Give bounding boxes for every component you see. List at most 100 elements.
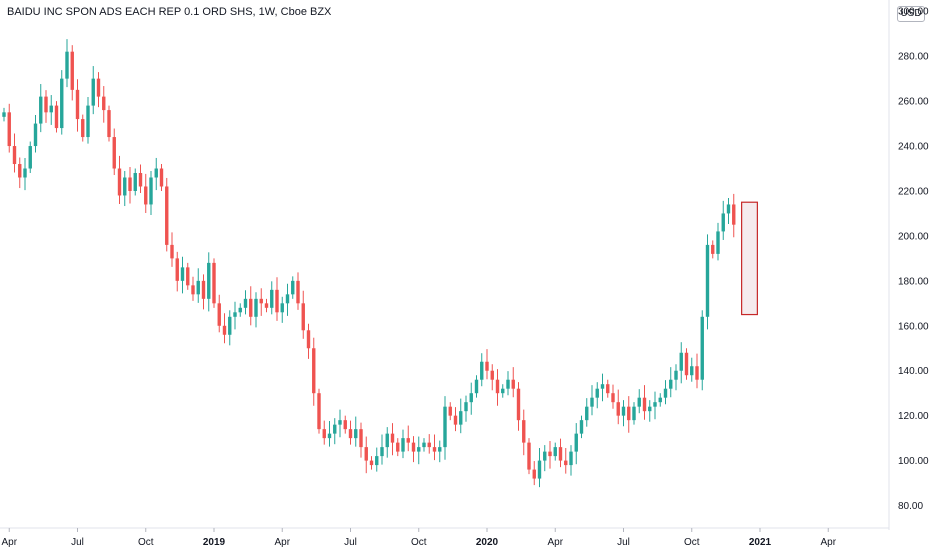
candle-body	[464, 402, 468, 412]
candle-body	[527, 442, 531, 470]
candle-body	[711, 244, 715, 254]
candle-body	[285, 294, 290, 304]
candle-body	[86, 105, 90, 138]
candle-body	[469, 393, 473, 403]
candle-body	[432, 447, 437, 452]
candle-body	[44, 96, 48, 113]
x-tick-label: Jul	[344, 537, 357, 548]
candle-body	[621, 406, 626, 416]
candle-body	[396, 442, 400, 452]
y-tick-label: 280.00	[898, 52, 929, 63]
candle-body	[296, 280, 300, 304]
candle-body	[490, 370, 494, 380]
candle-body	[259, 298, 263, 304]
candle-body	[690, 366, 694, 376]
candle-body	[390, 433, 395, 443]
y-tick-label: 300.00	[898, 7, 929, 18]
candle-body	[548, 451, 552, 457]
candle-body	[385, 433, 389, 448]
candle-body	[270, 289, 274, 308]
x-tick-label: 2021	[749, 537, 772, 548]
candle-body	[165, 186, 169, 245]
candle-body	[138, 173, 143, 187]
candle-body	[191, 285, 195, 295]
candle-body	[75, 89, 80, 120]
candle-body	[343, 420, 347, 430]
candle-body	[144, 186, 148, 205]
candle-body	[380, 447, 384, 457]
candle-body	[732, 204, 736, 225]
candle-body	[275, 289, 279, 313]
candle-body	[642, 397, 647, 412]
candle-body	[411, 442, 416, 452]
candle-body	[438, 447, 442, 452]
candle-body	[91, 78, 95, 106]
candle-body	[348, 429, 353, 439]
candle-body	[18, 164, 22, 178]
candle-body	[606, 384, 610, 394]
x-tick-label: Oct	[684, 537, 700, 548]
candle-body	[159, 168, 164, 187]
candle-body	[511, 379, 515, 389]
candle-body	[474, 379, 479, 394]
y-tick-label: 120.00	[898, 411, 929, 422]
candle-body	[117, 168, 122, 196]
candle-body	[102, 96, 106, 111]
x-tick-label: Apr	[547, 537, 563, 548]
candle-body	[480, 361, 484, 380]
candle-body	[107, 110, 111, 138]
candle-body	[369, 460, 374, 466]
currency-badge[interactable]: USD	[897, 6, 925, 22]
candle-body	[49, 105, 53, 113]
candle-body	[716, 231, 720, 254]
y-tick-label: 200.00	[898, 231, 929, 242]
candle-body	[65, 51, 69, 79]
candle-body	[705, 244, 710, 317]
candle-body	[54, 105, 59, 129]
candle-body	[417, 447, 421, 452]
candle-body	[443, 406, 447, 448]
candle-body	[726, 204, 731, 214]
candle-body	[401, 438, 405, 452]
candle-body	[280, 303, 284, 313]
candle-body	[506, 379, 510, 389]
candle-body	[422, 442, 426, 448]
y-tick-label: 80.00	[898, 501, 923, 512]
candle-body	[338, 420, 342, 425]
x-tick-label: Oct	[411, 537, 427, 548]
candle-body	[653, 402, 657, 407]
candle-body	[7, 112, 11, 147]
candle-body	[317, 393, 321, 430]
candle-body	[406, 438, 410, 443]
candle-body	[175, 258, 179, 281]
candle-body	[721, 213, 725, 232]
candle-body	[149, 177, 153, 205]
candle-body	[23, 168, 27, 178]
candle-body	[133, 173, 137, 191]
candle-body	[632, 406, 636, 421]
candle-body	[96, 78, 101, 97]
candle-body	[658, 397, 662, 403]
candle-body	[254, 298, 258, 317]
candle-body	[217, 303, 221, 326]
candle-body	[585, 406, 589, 421]
candle-body	[128, 177, 132, 191]
price-axis[interactable]: 300.00 280.00 260.00 240.00 220.00 200.00 180.…	[898, 7, 929, 512]
candle-body	[207, 262, 211, 299]
y-tick-label: 220.00	[898, 186, 929, 197]
candle-body	[333, 424, 337, 434]
time-axis[interactable]: Apr Jul Oct 2019 Apr Jul Oct 2020 Apr Jul Oct 2021 A…	[1, 528, 837, 548]
candle-body	[249, 298, 253, 317]
candle-body	[684, 352, 689, 376]
candle-body	[364, 447, 368, 461]
candle-body	[291, 280, 295, 295]
candle-body	[459, 411, 463, 425]
annotation-rectangle[interactable]	[741, 201, 758, 316]
candle-body	[543, 451, 547, 461]
candle-body	[228, 316, 232, 335]
candle-body	[648, 406, 652, 412]
chart-title: BAIDU INC SPON ADS EACH REP 0.1 ORD SHS,…	[7, 6, 332, 18]
candle-body	[522, 420, 526, 443]
